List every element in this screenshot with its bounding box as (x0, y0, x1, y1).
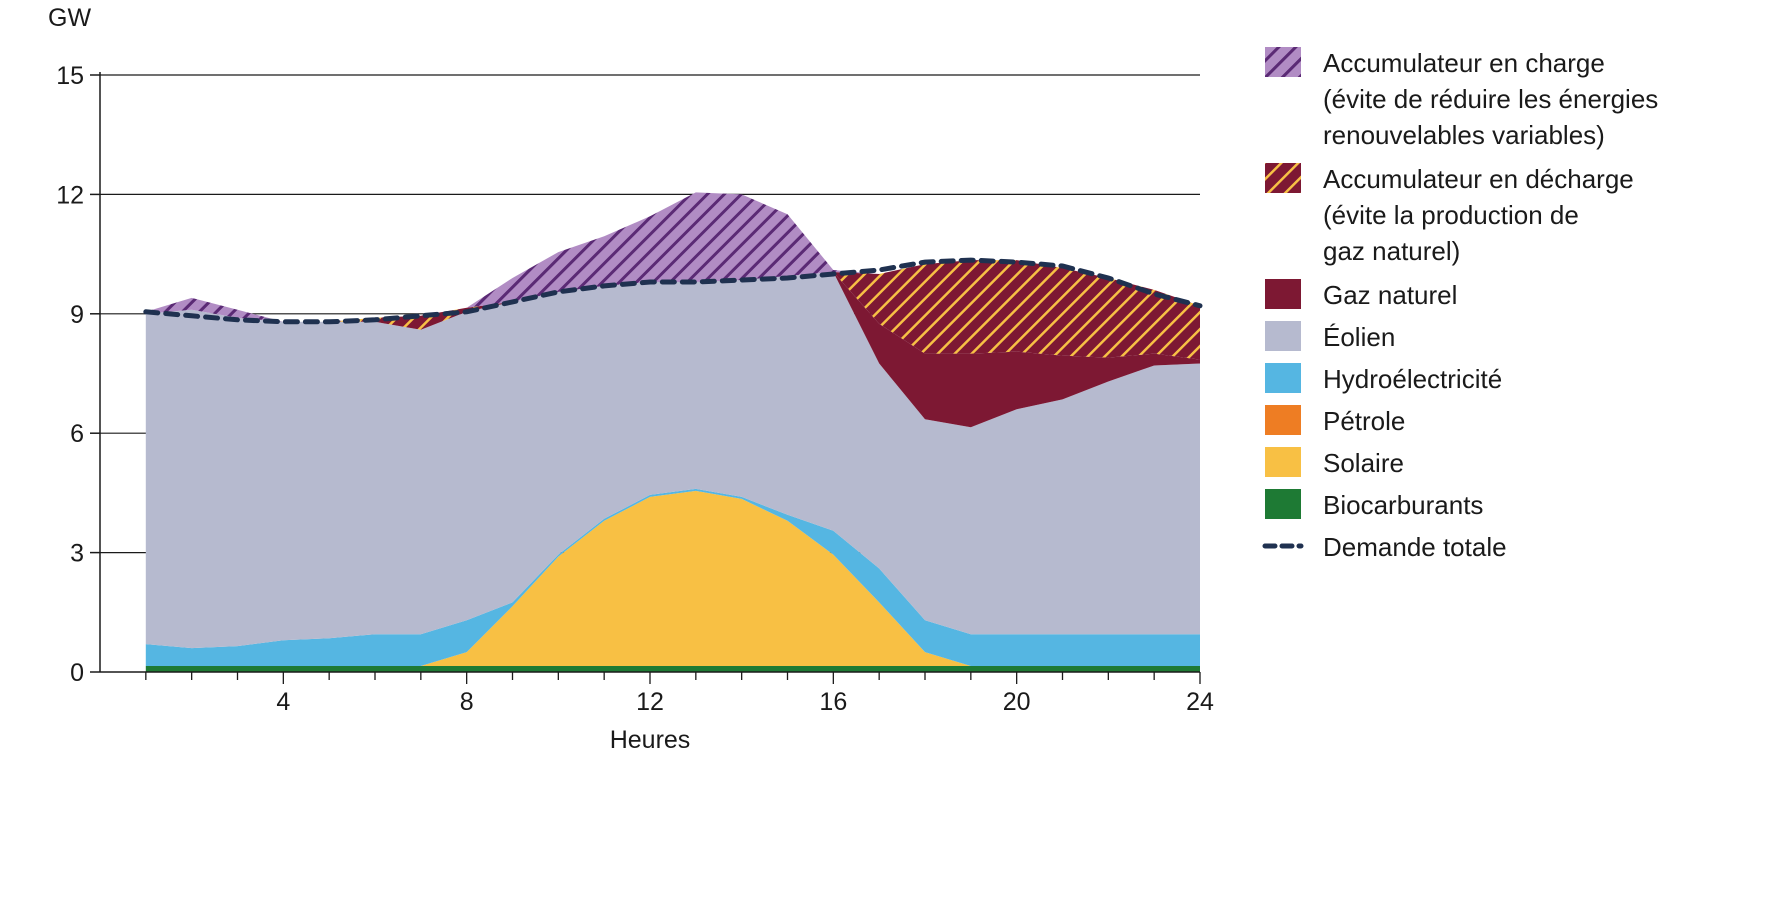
legend-swatch (1265, 163, 1301, 193)
legend-item-decharge: Accumulateur en décharge (évite la produc… (1265, 163, 1634, 266)
y-tick-label: 6 (70, 420, 84, 448)
area-charge (145, 192, 1200, 322)
legend-swatch (1265, 405, 1301, 435)
area-biocarburants (145, 666, 1200, 672)
y-tick-label: 15 (56, 62, 84, 90)
legend-swatch (1265, 279, 1301, 309)
legend-item-petrole: Pétrole (1265, 405, 1405, 436)
x-tick-label: 20 (1003, 688, 1031, 716)
x-tick-label: 24 (1186, 688, 1214, 716)
legend-swatch (1265, 489, 1301, 519)
area-gaz (145, 272, 1200, 428)
legend-swatch (1265, 321, 1301, 351)
legend-item-eolien: Éolien (1265, 321, 1395, 352)
y-tick-label: 0 (70, 659, 84, 687)
y-axis-title: GW (48, 4, 91, 32)
x-axis-title: Heures (610, 726, 691, 754)
legend-item-demande: Demande totale (1262, 532, 1507, 562)
legend-label: Hydroélectricité (1323, 364, 1502, 394)
x-tick-label: 8 (460, 688, 474, 716)
legend-swatch (1265, 47, 1301, 77)
legend-label: Biocarburants (1323, 490, 1483, 520)
area-decharge (145, 260, 1200, 360)
legend-item-gaz: Gaz naturel (1265, 279, 1457, 310)
demand-line-group (143, 257, 1203, 325)
area-solaire (145, 490, 1200, 666)
area-hydro (145, 488, 1200, 666)
legend-label: Accumulateur en décharge (évite la produc… (1323, 164, 1634, 266)
legend-item-charge: Accumulateur en charge (évite de réduire … (1265, 47, 1658, 150)
legend-swatch (1265, 447, 1301, 477)
y-tick-label: 3 (70, 540, 84, 568)
legend-label: Gaz naturel (1323, 280, 1457, 310)
area-eolien (145, 272, 1200, 649)
y-tick-label: 9 (70, 301, 84, 329)
legend-swatch (1265, 363, 1301, 393)
legend-item-hydro: Hydroélectricité (1265, 363, 1502, 394)
y-tick-label: 12 (56, 181, 84, 209)
x-tick-label: 12 (636, 688, 664, 716)
demand-line (143, 257, 1203, 325)
x-tick-label: 4 (276, 688, 290, 716)
legend-label: Pétrole (1323, 406, 1405, 436)
legend: Accumulateur en charge (évite de réduire … (1262, 47, 1658, 562)
legend-label: Éolien (1323, 322, 1395, 352)
area-series (145, 192, 1200, 672)
legend-item-solaire: Solaire (1265, 447, 1404, 478)
legend-label: Accumulateur en charge (évite de réduire … (1323, 48, 1658, 150)
legend-label: Solaire (1323, 448, 1404, 478)
x-tick-label: 16 (819, 688, 847, 716)
axes: 0 3 6 9 12 15 4 8 12 16 20 24 GW Heures (48, 4, 1214, 754)
legend-label: Demande totale (1323, 532, 1507, 562)
legend-item-biocarburants: Biocarburants (1265, 489, 1483, 520)
